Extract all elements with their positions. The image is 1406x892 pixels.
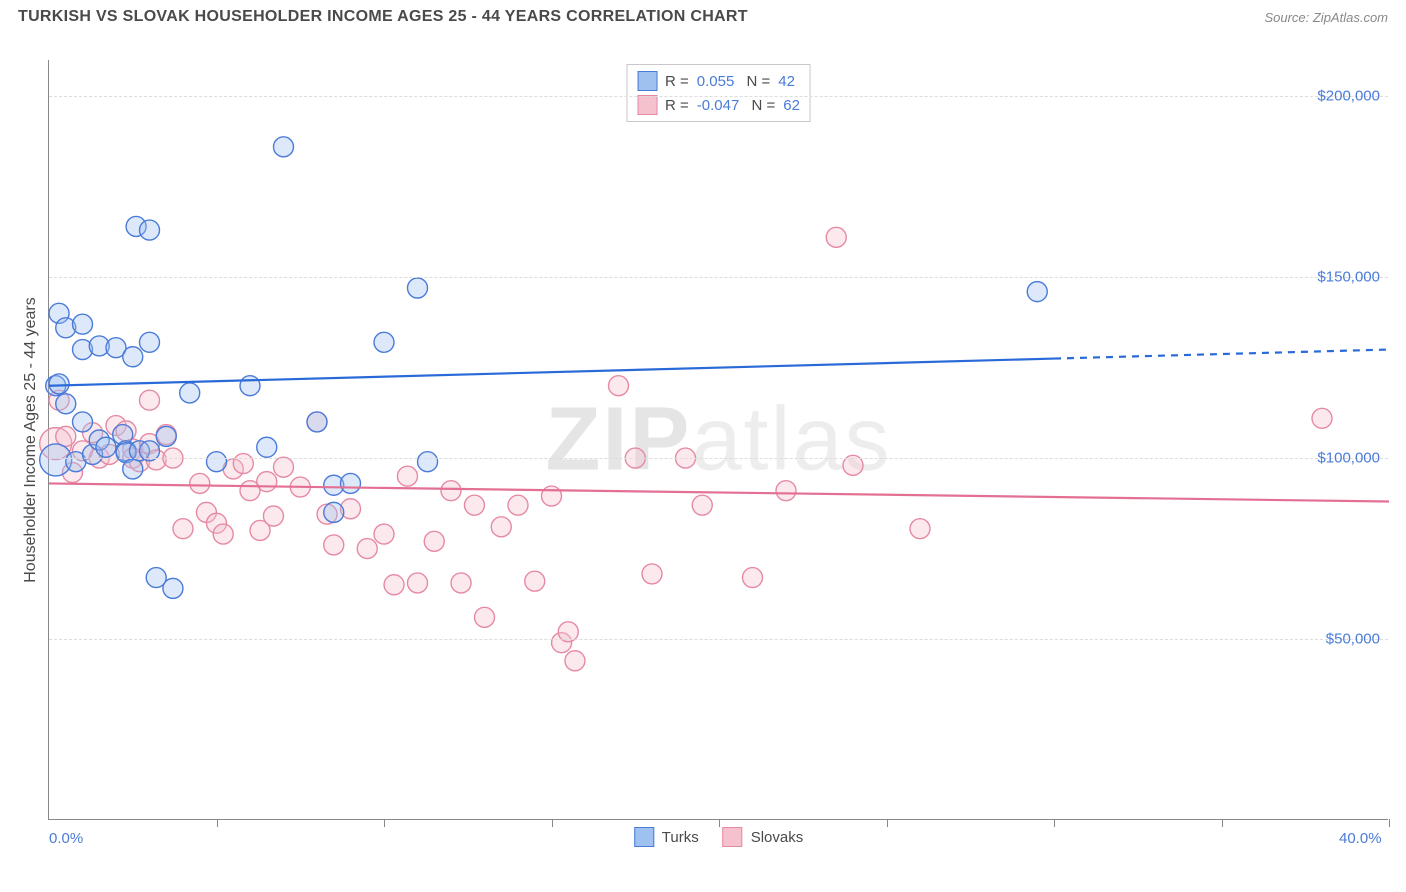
data-point — [609, 376, 629, 396]
data-point — [163, 578, 183, 598]
data-point — [565, 651, 585, 671]
data-point — [123, 459, 143, 479]
y-tick-label: $150,000 — [1317, 269, 1380, 286]
y-tick-label: $100,000 — [1317, 450, 1380, 467]
data-point — [525, 571, 545, 591]
data-point — [73, 412, 93, 432]
data-point — [491, 517, 511, 537]
data-point — [397, 466, 417, 486]
data-point — [140, 332, 160, 352]
data-point — [451, 573, 471, 593]
gridline — [49, 639, 1388, 640]
data-point — [743, 568, 763, 588]
data-point — [642, 564, 662, 584]
data-point — [418, 452, 438, 472]
swatch-slovaks — [637, 95, 657, 115]
data-point — [910, 519, 930, 539]
x-tick — [384, 819, 385, 827]
gridline — [49, 96, 1388, 97]
data-point — [826, 227, 846, 247]
x-tick-label: 0.0% — [49, 830, 83, 847]
data-point — [213, 524, 233, 544]
data-point — [156, 426, 176, 446]
series-legend: Turks Slovaks — [634, 827, 803, 847]
data-point — [408, 278, 428, 298]
x-tick — [552, 819, 553, 827]
trendline — [49, 359, 1054, 386]
data-point — [776, 481, 796, 501]
data-point — [207, 452, 227, 472]
swatch-turks — [637, 71, 657, 91]
x-tick — [719, 819, 720, 827]
legend-row-turks: R = 0.055 N = 42 — [637, 69, 800, 93]
data-point — [464, 495, 484, 515]
y-tick-label: $200,000 — [1317, 88, 1380, 105]
data-point — [374, 332, 394, 352]
data-point — [324, 502, 344, 522]
swatch-slovaks-bottom — [723, 827, 743, 847]
legend-item-slovaks: Slovaks — [723, 827, 804, 847]
data-point — [49, 374, 69, 394]
data-point — [475, 607, 495, 627]
data-point — [274, 457, 294, 477]
data-point — [274, 137, 294, 157]
data-point — [263, 506, 283, 526]
data-point — [96, 437, 116, 457]
data-point — [180, 383, 200, 403]
x-tick — [1222, 819, 1223, 827]
chart-source: Source: ZipAtlas.com — [1264, 10, 1388, 25]
data-point — [508, 495, 528, 515]
trendline-dashed — [1054, 350, 1389, 359]
gridline — [49, 458, 1388, 459]
data-point — [374, 524, 394, 544]
data-point — [441, 481, 461, 501]
correlation-legend: R = 0.055 N = 42 R = -0.047 N = 62 — [626, 64, 811, 122]
swatch-turks-bottom — [634, 827, 654, 847]
data-point — [123, 347, 143, 367]
x-tick-label: 40.0% — [1339, 830, 1382, 847]
x-tick — [1389, 819, 1390, 827]
x-tick — [887, 819, 888, 827]
chart-title: TURKISH VS SLOVAK HOUSEHOLDER INCOME AGE… — [18, 8, 748, 26]
data-point — [140, 220, 160, 240]
data-point — [424, 531, 444, 551]
data-point — [384, 575, 404, 595]
data-point — [324, 535, 344, 555]
data-point — [56, 426, 76, 446]
x-tick — [1054, 819, 1055, 827]
data-point — [357, 539, 377, 559]
chart-header: TURKISH VS SLOVAK HOUSEHOLDER INCOME AGE… — [0, 0, 1406, 30]
y-tick-label: $50,000 — [1326, 631, 1380, 648]
legend-item-turks: Turks — [634, 827, 699, 847]
data-point — [56, 394, 76, 414]
data-point — [233, 454, 253, 474]
data-point — [240, 376, 260, 396]
scatter-svg — [49, 60, 1388, 819]
data-point — [190, 473, 210, 493]
data-point — [1312, 408, 1332, 428]
data-point — [257, 472, 277, 492]
data-point — [408, 573, 428, 593]
data-point — [257, 437, 277, 457]
data-point — [73, 314, 93, 334]
data-point — [173, 519, 193, 539]
x-tick — [217, 819, 218, 827]
data-point — [341, 473, 361, 493]
data-point — [140, 390, 160, 410]
data-point — [1027, 282, 1047, 302]
data-point — [307, 412, 327, 432]
gridline — [49, 277, 1388, 278]
y-axis-title: Householder Income Ages 25 - 44 years — [22, 297, 40, 583]
data-point — [692, 495, 712, 515]
chart-plot-area: Householder Income Ages 25 - 44 years ZI… — [48, 60, 1388, 820]
